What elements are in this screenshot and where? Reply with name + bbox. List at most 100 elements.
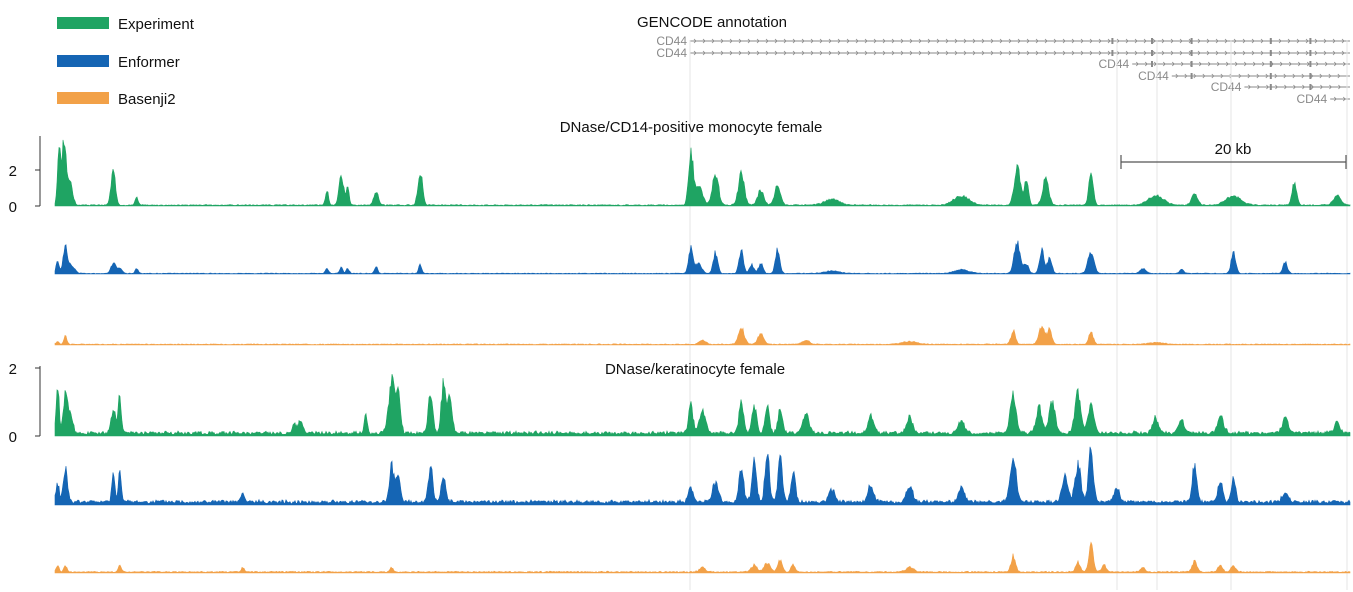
strand-arrow-icon bbox=[1206, 38, 1210, 44]
strand-arrow-icon bbox=[801, 50, 805, 56]
strand-arrow-icon bbox=[1234, 61, 1238, 67]
strand-arrow-icon bbox=[1278, 38, 1282, 44]
strand-arrow-icon bbox=[1341, 38, 1345, 44]
strand-arrow-icon bbox=[801, 38, 805, 44]
strand-arrow-icon bbox=[1179, 50, 1183, 56]
strand-arrow-icon bbox=[945, 38, 949, 44]
strand-arrow-icon bbox=[1292, 73, 1296, 79]
strand-arrow-icon bbox=[1171, 61, 1175, 67]
strand-arrow-icon bbox=[720, 50, 724, 56]
y-axis-monocyte: 2 0 bbox=[9, 136, 41, 216]
strand-arrow-icon bbox=[819, 50, 823, 56]
strand-arrow-icon bbox=[756, 38, 760, 44]
track-monocyte-experiment bbox=[54, 139, 1351, 207]
strand-arrow-icon bbox=[756, 50, 760, 56]
strand-arrow-icon bbox=[1278, 50, 1282, 56]
strand-arrow-icon bbox=[936, 38, 940, 44]
strand-arrow-icon bbox=[693, 38, 697, 44]
strand-arrow-icon bbox=[1224, 50, 1228, 56]
strand-arrow-icon bbox=[846, 38, 850, 44]
exon-block bbox=[1151, 50, 1153, 56]
strand-arrow-icon bbox=[774, 50, 778, 56]
exon-block bbox=[1269, 38, 1272, 44]
y-tick-label-keratinocyte-2: 2 bbox=[9, 361, 17, 378]
strand-arrow-icon bbox=[1229, 73, 1233, 79]
strand-arrow-icon bbox=[1089, 50, 1093, 56]
strand-arrow-icon bbox=[1175, 73, 1179, 79]
panel-monocyte: DNase/CD14-positive monocyte female 2 0 bbox=[9, 119, 1351, 346]
strand-arrow-icon bbox=[1270, 61, 1274, 67]
transcript-label: CD44 bbox=[656, 46, 687, 60]
strand-arrow-icon bbox=[1026, 38, 1030, 44]
strand-arrow-icon bbox=[837, 50, 841, 56]
exon-block bbox=[1269, 84, 1272, 90]
strand-arrow-icon bbox=[954, 38, 958, 44]
strand-arrow-icon bbox=[1170, 50, 1174, 56]
strand-arrow-icon bbox=[1026, 50, 1030, 56]
strand-arrow-icon bbox=[1153, 61, 1157, 67]
strand-arrow-icon bbox=[1243, 61, 1247, 67]
strand-arrow-icon bbox=[1035, 38, 1039, 44]
strand-arrow-icon bbox=[1017, 50, 1021, 56]
strand-arrow-icon bbox=[1265, 73, 1269, 79]
strand-arrow-icon bbox=[711, 38, 715, 44]
strand-arrow-icon bbox=[1251, 38, 1255, 44]
transcript-label: CD44 bbox=[656, 34, 687, 48]
strand-arrow-icon bbox=[855, 38, 859, 44]
strand-arrow-icon bbox=[918, 38, 922, 44]
strand-arrow-icon bbox=[1338, 84, 1341, 90]
strand-arrow-icon bbox=[1323, 38, 1327, 44]
strand-arrow-icon bbox=[765, 50, 769, 56]
strand-arrow-icon bbox=[873, 50, 877, 56]
exon-block bbox=[1190, 50, 1193, 56]
y-tick-label-monocyte-2: 2 bbox=[9, 163, 17, 180]
strand-arrow-icon bbox=[909, 38, 913, 44]
strand-arrow-icon bbox=[1062, 50, 1066, 56]
strand-arrow-icon bbox=[1071, 38, 1075, 44]
transcript-label: CD44 bbox=[1099, 57, 1130, 71]
strand-arrow-icon bbox=[1107, 50, 1111, 56]
strand-arrow-icon bbox=[1116, 38, 1120, 44]
strand-arrow-icon bbox=[1220, 73, 1224, 79]
strand-arrow-icon bbox=[702, 38, 706, 44]
exon-block bbox=[1269, 73, 1272, 79]
strand-arrow-icon bbox=[927, 38, 931, 44]
strand-arrow-icon bbox=[1342, 61, 1346, 67]
strand-arrow-icon bbox=[891, 50, 895, 56]
exon-block bbox=[1309, 38, 1312, 44]
strand-arrow-icon bbox=[738, 38, 742, 44]
strand-arrow-icon bbox=[1062, 38, 1066, 44]
legend-swatch-enformer bbox=[57, 55, 109, 67]
strand-arrow-icon bbox=[1283, 73, 1287, 79]
strand-arrow-icon bbox=[828, 50, 832, 56]
strand-arrow-icon bbox=[810, 38, 814, 44]
strand-arrow-icon bbox=[981, 38, 985, 44]
strand-arrow-icon bbox=[864, 38, 868, 44]
strand-arrow-icon bbox=[1152, 50, 1156, 56]
exon-block bbox=[1309, 50, 1312, 56]
strand-arrow-icon bbox=[1256, 73, 1260, 79]
strand-arrow-icon bbox=[1306, 61, 1310, 67]
exon-block bbox=[1111, 38, 1114, 44]
strand-arrow-icon bbox=[729, 50, 733, 56]
strand-arrow-icon bbox=[1206, 50, 1210, 56]
exon-block bbox=[1269, 61, 1272, 67]
exon-block bbox=[1151, 61, 1153, 67]
strand-arrow-icon bbox=[846, 50, 850, 56]
strand-arrow-icon bbox=[1161, 38, 1165, 44]
strand-arrow-icon bbox=[1251, 50, 1255, 56]
exon-block bbox=[1151, 38, 1153, 44]
exon-block bbox=[1111, 50, 1114, 56]
exon-block bbox=[1309, 73, 1312, 79]
strand-arrow-icon bbox=[882, 50, 886, 56]
strand-arrow-icon bbox=[1184, 73, 1188, 79]
strand-arrow-icon bbox=[1044, 50, 1048, 56]
strand-arrow-icon bbox=[828, 38, 832, 44]
strand-arrow-icon bbox=[1248, 84, 1251, 90]
strand-arrow-icon bbox=[864, 50, 868, 56]
strand-arrow-icon bbox=[1314, 38, 1318, 44]
strand-arrow-icon bbox=[1135, 61, 1139, 67]
strand-arrow-icon bbox=[1260, 50, 1264, 56]
strand-arrow-icon bbox=[1197, 38, 1201, 44]
